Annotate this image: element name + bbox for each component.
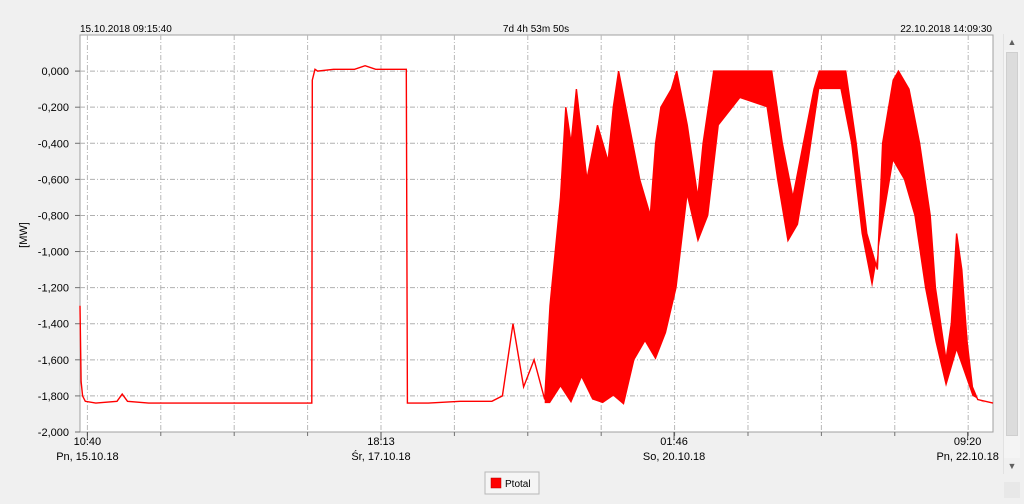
legend-label-ptotal: Ptotal	[505, 479, 531, 490]
x-tick-time-label: 01:46	[660, 436, 688, 448]
y-tick-label: -0,800	[38, 210, 69, 222]
x-tick-date-label: So, 20.10.18	[643, 451, 705, 463]
scroll-up-icon[interactable]: ▲	[1004, 34, 1020, 50]
vertical-scrollbar[interactable]: ▲ ▼	[1003, 34, 1020, 474]
y-tick-label: -1,200	[38, 283, 69, 295]
legend: Ptotal	[484, 471, 540, 495]
scrollbar-thumb[interactable]	[1006, 52, 1018, 436]
x-tick-time-label: 10:40	[74, 436, 102, 448]
y-tick-label: -0,400	[38, 138, 69, 150]
plot-area	[79, 34, 994, 433]
series-ptotal-line	[79, 64, 994, 404]
duration-label: 7d 4h 53m 50s	[503, 24, 569, 35]
y-axis-label: [MW]	[18, 222, 30, 248]
scroll-corner	[1004, 482, 1020, 498]
y-axis: 0,000 -0,200 -0,400 -0,600 -0,800 -1,000 -1,20…	[38, 66, 80, 439]
grid	[80, 35, 993, 432]
y-tick-label: 0,000	[41, 66, 69, 78]
y-tick-label: -1,000	[38, 247, 69, 259]
y-tick-label: -2,000	[38, 427, 69, 439]
x-tick-time-label: 18:13	[367, 436, 395, 448]
y-tick-label: -0,600	[38, 174, 69, 186]
scroll-down-icon[interactable]: ▼	[1004, 458, 1020, 474]
x-tick-date-label: Pn, 15.10.18	[56, 451, 118, 463]
legend-swatch-ptotal	[490, 477, 502, 489]
series-layer	[79, 64, 994, 405]
end-timestamp: 22.10.2018 14:09:30	[900, 24, 992, 35]
y-tick-label: -1,400	[38, 319, 69, 331]
x-tick-time-label: 09:20	[954, 436, 982, 448]
start-timestamp: 15.10.2018 09:15:40	[80, 24, 172, 35]
x-axis: 10:40 Pn, 15.10.18 18:13 Śr, 17.10.18 01:46 S…	[56, 432, 999, 463]
y-tick-label: -1,800	[38, 391, 69, 403]
y-tick-label: -1,600	[38, 355, 69, 367]
x-tick-date-label: Pn, 22.10.18	[936, 451, 998, 463]
y-tick-label: -0,200	[38, 102, 69, 114]
x-tick-date-label: Śr, 17.10.18	[351, 450, 410, 463]
